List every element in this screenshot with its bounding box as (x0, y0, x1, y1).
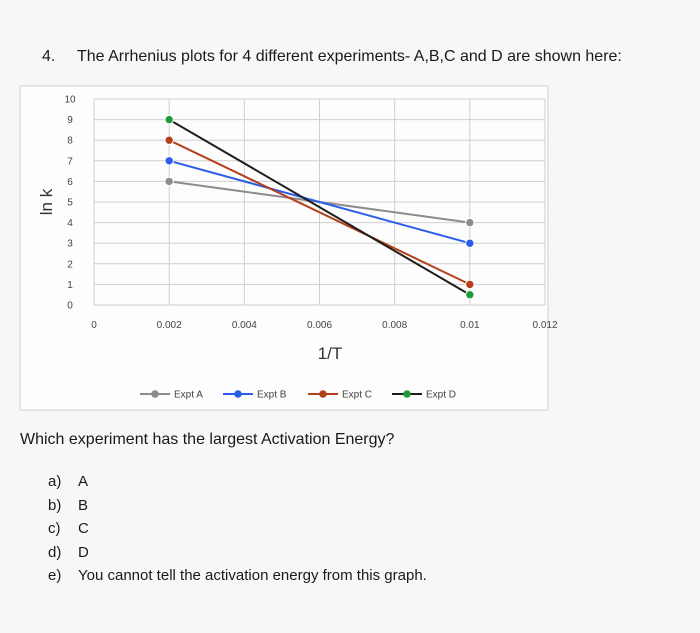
series-lines (168, 118, 471, 296)
y-tick-label: 10 (64, 95, 76, 106)
question-prompt: Which experiment has the largest Activat… (20, 431, 395, 448)
y-tick-label: 2 (67, 259, 73, 270)
chart-area (19, 85, 549, 411)
x-tick-label: 0 (91, 320, 97, 331)
option-letter: d) (48, 543, 62, 561)
question-header: 4. The Arrhenius plots for 4 different ex… (42, 48, 622, 66)
legend-label: Expt B (257, 390, 287, 401)
legend-marker (234, 390, 242, 398)
y-tick-label: 4 (67, 218, 73, 229)
option-text: A (78, 473, 89, 490)
option-e[interactable]: e) You cannot tell the activation energy … (48, 564, 427, 588)
x-tick-label: 0.008 (382, 320, 407, 331)
data-point (465, 238, 475, 248)
y-tick-label: 7 (67, 156, 73, 167)
y-tick-label: 1 (67, 280, 73, 291)
legend-marker (319, 390, 327, 398)
legend-item: Expt A (140, 390, 203, 401)
question-number: 4. (42, 48, 56, 65)
legend-item: Expt B (223, 390, 287, 401)
y-tick-label: 8 (67, 136, 73, 147)
option-letter: e) (48, 567, 62, 584)
option-text: C (78, 520, 89, 537)
option-letter: b) (48, 496, 62, 514)
option-a[interactable]: a) A (48, 470, 427, 494)
option-text: B (78, 496, 89, 514)
y-tick-label: 0 (67, 301, 73, 312)
legend-label: Expt C (342, 390, 372, 401)
legend: Expt A Expt B Expt C Expt D (140, 390, 456, 401)
series-line-expt-b (168, 159, 471, 245)
data-point (164, 114, 174, 125)
data-point (164, 156, 174, 166)
y-tick-label: 6 (67, 177, 73, 188)
series-line-expt-c (168, 139, 471, 286)
x-tick-label: 0.012 (532, 320, 557, 331)
option-text: D (78, 543, 89, 561)
data-point (164, 176, 174, 187)
legend-marker (403, 390, 411, 398)
data-point (164, 135, 174, 145)
option-text: You cannot tell the activation energy fr… (78, 567, 427, 584)
y-tick-label: 3 (67, 239, 73, 250)
series-line-expt-d (168, 118, 471, 296)
series-markers (164, 114, 475, 300)
data-point (465, 217, 475, 228)
option-letter: c) (48, 520, 61, 537)
x-tick-label: 0.002 (157, 320, 182, 331)
legend-item: Expt D (392, 390, 456, 401)
x-axis-title: 1/T (318, 344, 343, 363)
y-axis-title: ln k (37, 188, 56, 215)
legend-item: Expt C (308, 390, 372, 401)
answer-options: a) A b) B c) C d) D e) You cannot tell the ac… (48, 470, 427, 588)
x-tick-label: 0.004 (232, 320, 257, 331)
x-ticks: 0 0.002 0.004 0.006 0.008 0.01 0.012 (91, 320, 558, 331)
y-tick-label: 9 (67, 115, 73, 126)
data-point (465, 290, 475, 300)
x-tick-label: 0.006 (307, 320, 332, 331)
legend-marker (151, 390, 159, 398)
y-ticks: 0 1 2 3 4 5 6 7 8 9 10 (64, 95, 76, 312)
arrhenius-chart: 0 1 2 3 4 5 6 7 8 9 10 0 0.002 0.004 0.006 0.008 0.01 0.… (19, 85, 558, 411)
option-c[interactable]: c) C (48, 517, 427, 541)
x-tick-label: 0.01 (460, 320, 480, 331)
legend-label: Expt A (174, 390, 203, 401)
question-text: The Arrhenius plots for 4 different expe… (77, 48, 622, 65)
legend-label: Expt D (426, 390, 456, 401)
option-letter: a) (48, 473, 62, 490)
option-d[interactable]: d) D (48, 541, 427, 565)
y-tick-label: 5 (67, 198, 73, 209)
option-b[interactable]: b) B (48, 494, 427, 518)
data-point (465, 279, 475, 290)
